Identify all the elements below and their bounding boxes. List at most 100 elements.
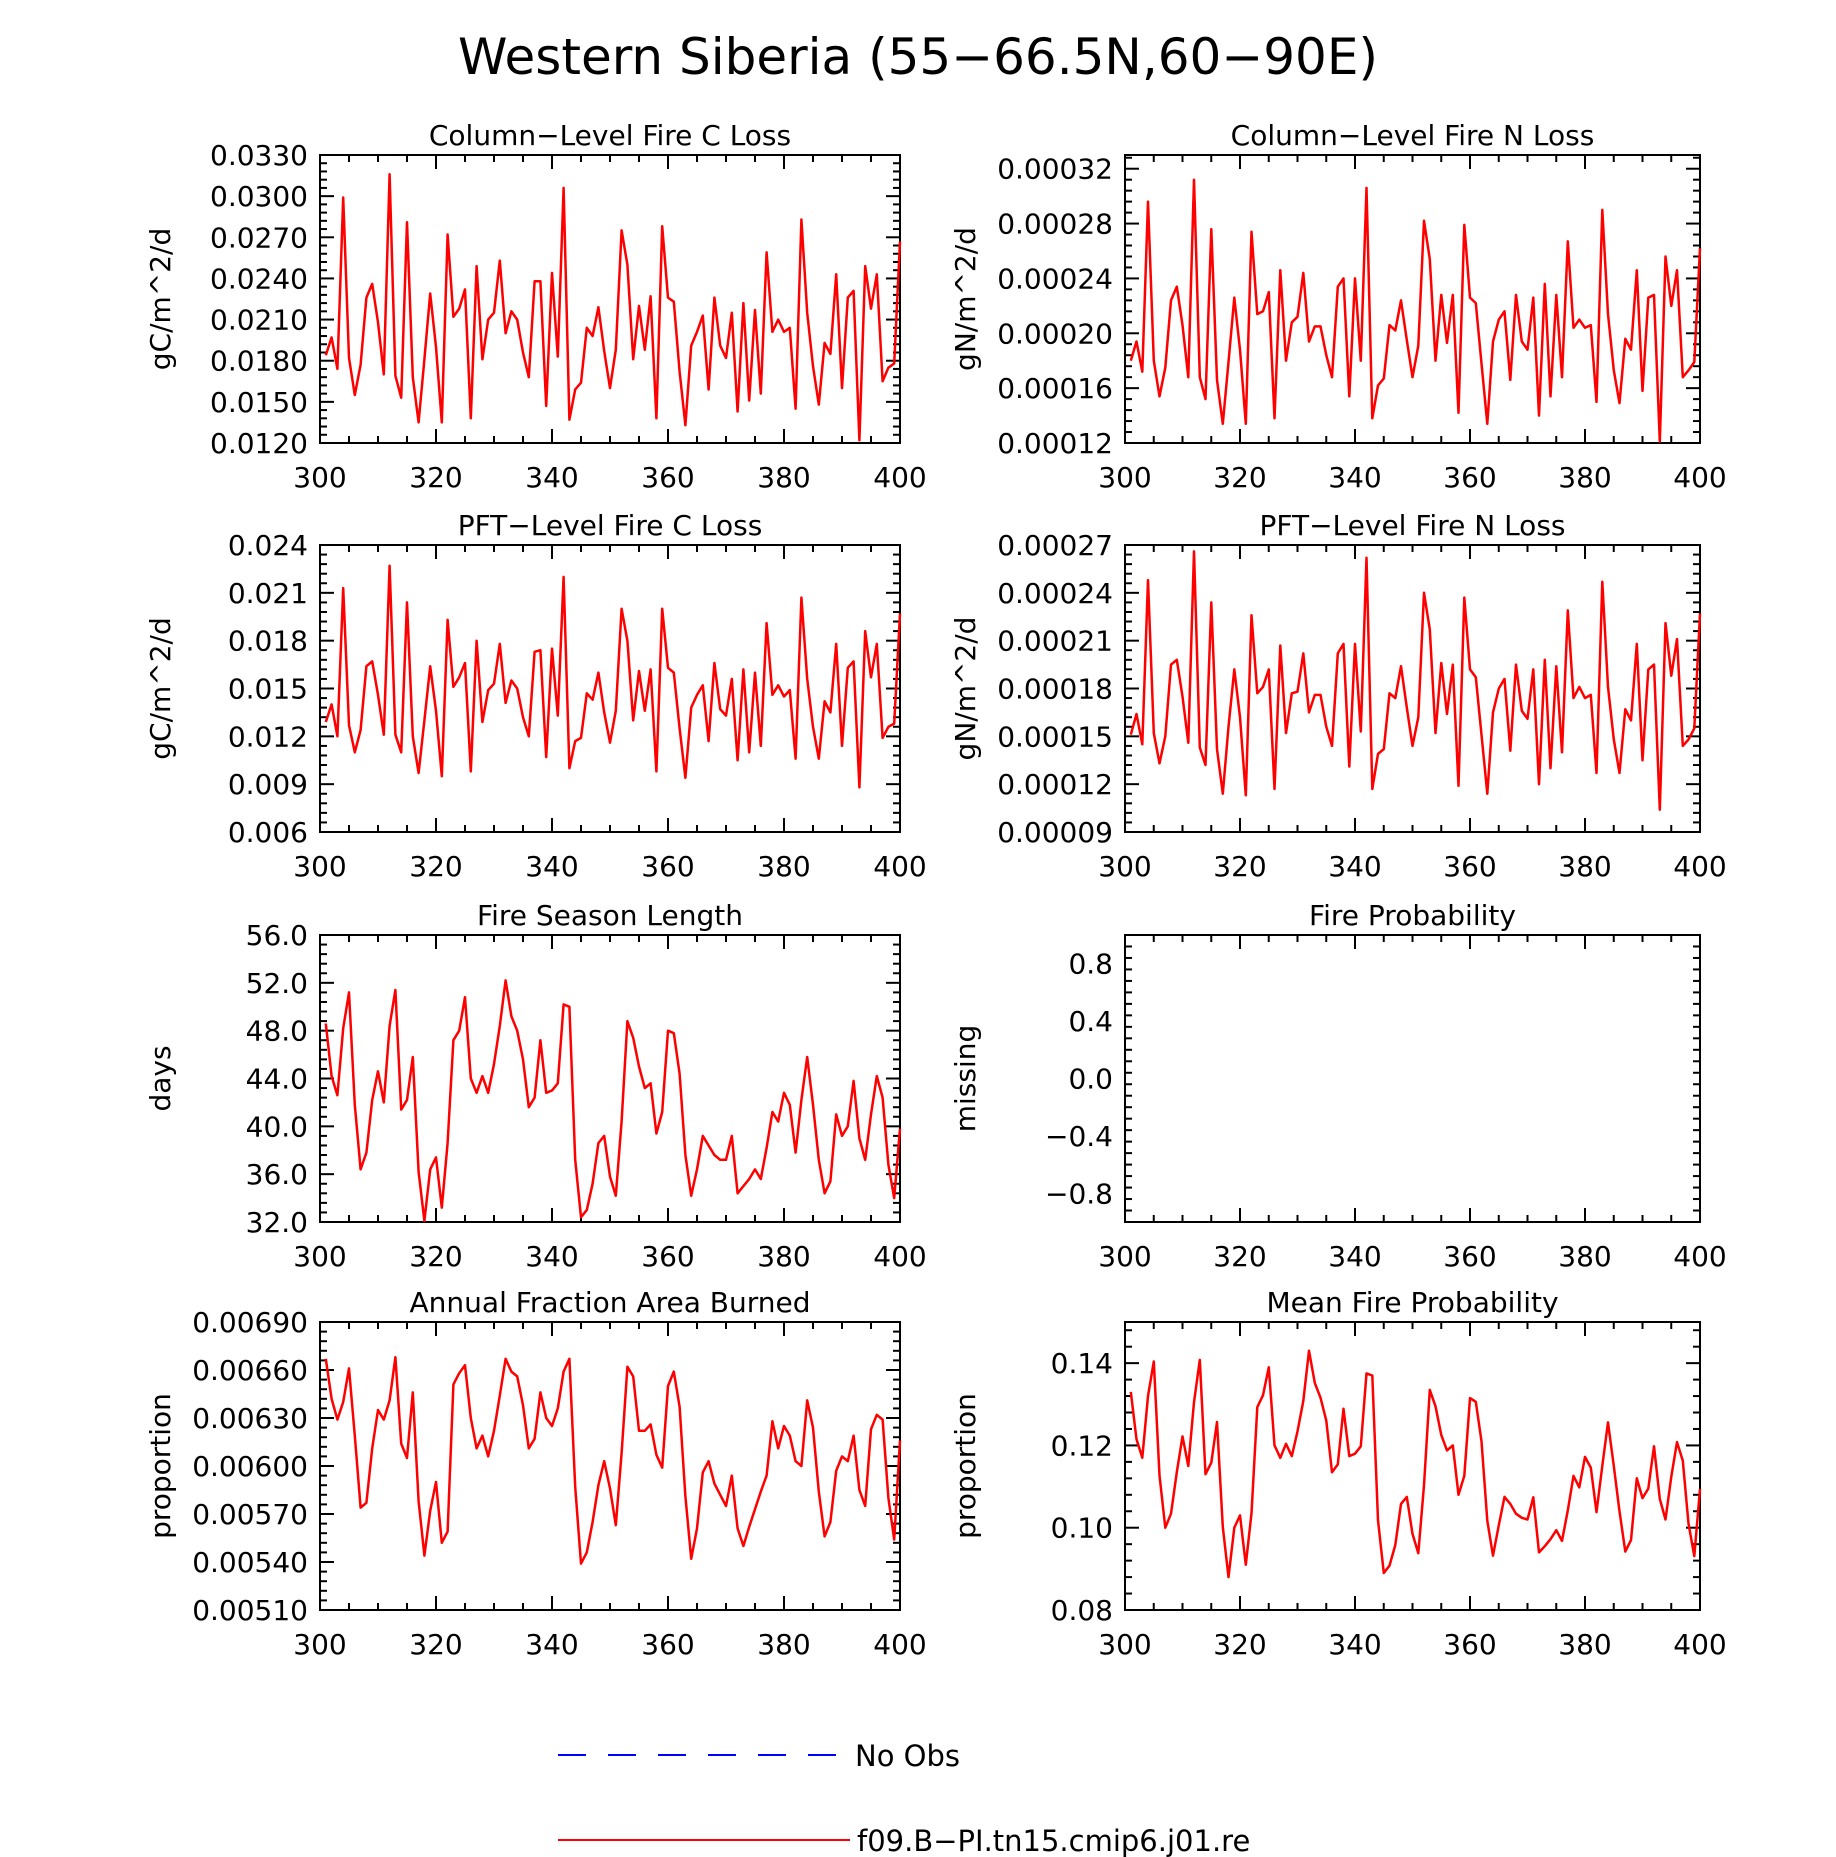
y-axis-label: missing <box>949 1025 982 1133</box>
y-tick-label: 0.0240 <box>210 262 308 295</box>
panel-4: PFT−Level Fire N Loss 300 320 340 360 380 400 0… <box>949 509 1727 883</box>
x-tick-label: 400 <box>873 1628 926 1661</box>
y-tick-label: 0.00015 <box>997 720 1113 753</box>
y-tick-label: 0.00630 <box>192 1402 308 1435</box>
y-axis-label: days <box>144 1045 177 1111</box>
x-tick-label: 300 <box>293 850 346 883</box>
x-tick-label: 380 <box>757 850 810 883</box>
series-line-model <box>1129 1349 1702 1579</box>
y-tick-label: 0.12 <box>1051 1429 1113 1462</box>
y-tick-label: 0.00012 <box>997 768 1113 801</box>
y-tick-label: 44.0 <box>246 1063 308 1096</box>
panel-8: Mean Fire Probability 300 320 340 360 380 400 0… <box>949 1286 1727 1661</box>
y-tick-label: 0.015 <box>228 673 308 706</box>
x-tick-label: 300 <box>293 1628 346 1661</box>
panel-2: Column−Level Fire N Loss 300 320 340 360 380 4… <box>949 119 1727 494</box>
y-tick-label: 0.0330 <box>210 139 308 172</box>
y-tick-label: 0.0120 <box>210 427 308 460</box>
x-tick-label: 380 <box>757 1240 810 1273</box>
x-tick-label: 360 <box>641 461 694 494</box>
panels: Column−Level Fire C Loss 300 320 340 360 380 4… <box>144 119 1727 1661</box>
y-tick-label: 0.14 <box>1051 1347 1113 1380</box>
panel-1: Column−Level Fire C Loss 300 320 340 360 380 4… <box>144 119 927 494</box>
x-tick-label: 400 <box>1673 461 1726 494</box>
y-tick-label: 0.00020 <box>997 317 1113 350</box>
x-tick-label: 340 <box>525 1240 578 1273</box>
y-axis-label: proportion <box>949 1393 982 1539</box>
x-tick-label: 320 <box>1213 850 1266 883</box>
panel-title: Column−Level Fire C Loss <box>429 119 791 152</box>
y-tick-label: 0.10 <box>1051 1512 1113 1545</box>
series-line-model <box>1129 550 1702 811</box>
y-tick-label: 36.0 <box>246 1158 308 1191</box>
y-tick-label: 0.00028 <box>997 208 1113 241</box>
panel-title: PFT−Level Fire N Loss <box>1259 509 1565 542</box>
y-tick-label: 0.0300 <box>210 180 308 213</box>
y-tick-label: 0.00027 <box>997 529 1113 562</box>
y-tick-label: 0.8 <box>1068 948 1113 981</box>
x-tick-label: 300 <box>293 461 346 494</box>
y-tick-label: 0.012 <box>228 720 308 753</box>
y-tick-label: 56.0 <box>246 919 308 952</box>
y-tick-label: 0.00600 <box>192 1450 308 1483</box>
x-tick-label: 300 <box>1098 461 1151 494</box>
x-tick-label: 300 <box>1098 1240 1151 1273</box>
y-tick-label: 0.00009 <box>997 816 1113 849</box>
x-tick-label: 320 <box>1213 1628 1266 1661</box>
panel-title: Fire Season Length <box>477 899 743 932</box>
y-tick-label: 48.0 <box>246 1015 308 1048</box>
y-tick-label: 0.00540 <box>192 1546 308 1579</box>
x-tick-label: 360 <box>641 1628 694 1661</box>
x-tick-label: 380 <box>1558 850 1611 883</box>
x-tick-label: 340 <box>525 1628 578 1661</box>
panel-title: Fire Probability <box>1309 899 1516 932</box>
x-tick-label: 320 <box>409 1240 462 1273</box>
x-tick-label: 340 <box>1328 461 1381 494</box>
x-tick-label: 340 <box>1328 1628 1381 1661</box>
series-line-model <box>324 564 902 789</box>
y-tick-label: 0.00018 <box>997 673 1113 706</box>
x-tick-label: 400 <box>873 461 926 494</box>
y-tick-label: −0.4 <box>1045 1120 1113 1153</box>
x-tick-label: 320 <box>1213 461 1266 494</box>
x-tick-label: 300 <box>1098 850 1151 883</box>
series-line-model <box>324 979 902 1223</box>
x-tick-label: 300 <box>293 1240 346 1273</box>
y-tick-label: 0.00024 <box>997 262 1113 295</box>
y-tick-label: 0.00690 <box>192 1306 308 1339</box>
y-axis-label: proportion <box>144 1393 177 1539</box>
x-tick-label: 360 <box>1443 1628 1496 1661</box>
y-tick-label: 0.0180 <box>210 345 308 378</box>
y-tick-label: 0.00021 <box>997 625 1113 658</box>
panel-3: PFT−Level Fire C Loss 300 320 340 360 380 400 0… <box>144 509 927 883</box>
x-tick-label: 340 <box>1328 1240 1381 1273</box>
x-tick-label: 360 <box>1443 850 1496 883</box>
y-tick-label: −0.8 <box>1045 1177 1113 1210</box>
legend-model-label: f09.B−PI.tn15.cmip6.j01.re <box>857 1824 1250 1857</box>
y-axis-label: gN/m^2/d <box>949 617 982 761</box>
x-tick-label: 380 <box>757 1628 810 1661</box>
x-tick-label: 320 <box>409 1628 462 1661</box>
y-tick-label: 0.00016 <box>997 372 1113 405</box>
x-tick-label: 320 <box>409 461 462 494</box>
x-tick-label: 320 <box>1213 1240 1266 1273</box>
y-tick-label: 0.00024 <box>997 577 1113 610</box>
y-tick-label: 40.0 <box>246 1110 308 1143</box>
y-tick-label: 32.0 <box>246 1206 308 1239</box>
y-tick-label: 0.4 <box>1068 1005 1113 1038</box>
y-tick-label: 0.00660 <box>192 1354 308 1387</box>
x-tick-label: 400 <box>1673 1628 1726 1661</box>
y-tick-label: 0.00012 <box>997 427 1113 460</box>
y-axis-label: gC/m^2/d <box>144 617 177 760</box>
panel-title: PFT−Level Fire C Loss <box>458 509 763 542</box>
y-tick-label: 0.08 <box>1051 1594 1113 1627</box>
x-tick-label: 400 <box>1673 1240 1726 1273</box>
y-tick-label: 0.0270 <box>210 221 308 254</box>
series-line-model <box>1129 178 1702 443</box>
x-tick-label: 360 <box>1443 461 1496 494</box>
x-tick-label: 400 <box>873 1240 926 1273</box>
series-line-model <box>324 172 902 442</box>
y-tick-label: 0.0210 <box>210 304 308 337</box>
x-tick-label: 360 <box>641 1240 694 1273</box>
y-tick-label: 0.021 <box>228 577 308 610</box>
